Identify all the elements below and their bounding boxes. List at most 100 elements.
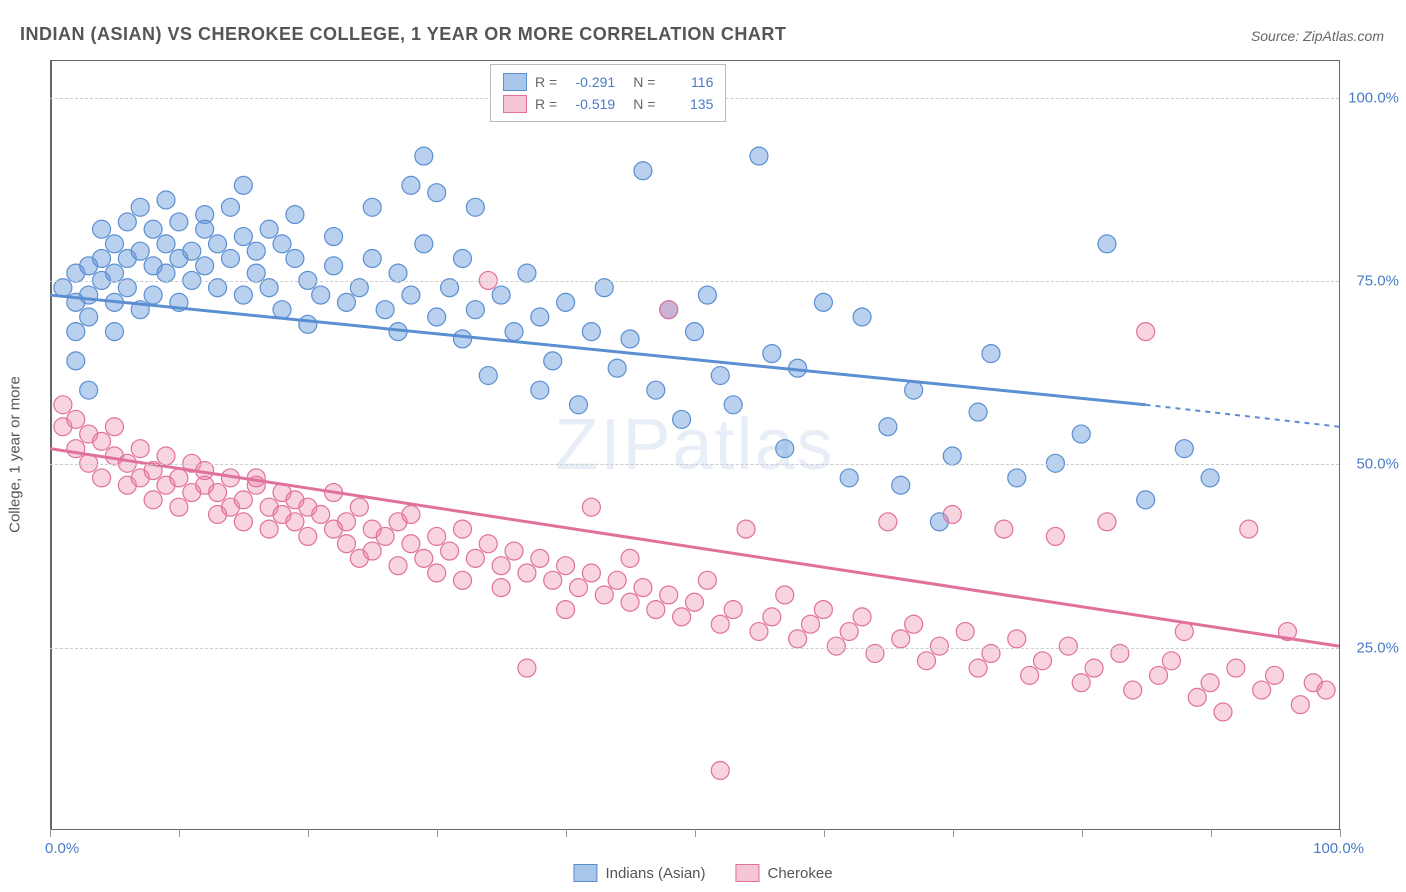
scatter-point [918, 652, 936, 670]
legend-item-0: Indians (Asian) [573, 864, 705, 882]
x-axis-max-label: 100.0% [1313, 840, 1364, 857]
scatter-point [402, 535, 420, 553]
n-value-1: 135 [663, 96, 713, 112]
scatter-point [1008, 630, 1026, 648]
x-tick [1082, 829, 1083, 837]
scatter-point [1072, 425, 1090, 443]
scatter-point [118, 213, 136, 231]
scatter-point [466, 198, 484, 216]
scatter-point [479, 367, 497, 385]
scatter-point [183, 242, 201, 260]
scatter-point [698, 286, 716, 304]
swatch-bottom-0 [573, 864, 597, 882]
series-name-1: Cherokee [768, 865, 833, 882]
legend-item-1: Cherokee [736, 864, 833, 882]
x-tick [179, 829, 180, 837]
scatter-point [1201, 469, 1219, 487]
n-label: N = [633, 74, 655, 90]
scatter-point [995, 520, 1013, 538]
scatter-point [969, 659, 987, 677]
scatter-point [441, 542, 459, 560]
scatter-point [505, 542, 523, 560]
scatter-point [67, 352, 85, 370]
scatter-point [660, 586, 678, 604]
scatter-point [582, 564, 600, 582]
scatter-point [969, 403, 987, 421]
scatter-point [673, 410, 691, 428]
scatter-point [234, 491, 252, 509]
swatch-bottom-1 [736, 864, 760, 882]
scatter-point [144, 286, 162, 304]
r-label: R = [535, 96, 557, 112]
scatter-point [325, 228, 343, 246]
scatter-point [544, 571, 562, 589]
scatter-point [428, 184, 446, 202]
scatter-point [466, 301, 484, 319]
scatter-point [634, 162, 652, 180]
scatter-point [582, 498, 600, 516]
scatter-point [853, 308, 871, 326]
scatter-point [209, 235, 227, 253]
scatter-point [1008, 469, 1026, 487]
x-tick [50, 829, 51, 837]
scatter-point [879, 418, 897, 436]
scatter-point [247, 242, 265, 260]
x-tick [824, 829, 825, 837]
scatter-point [776, 440, 794, 458]
scatter-point [131, 198, 149, 216]
scatter-point [518, 564, 536, 582]
scatter-point [144, 491, 162, 509]
scatter-point [363, 250, 381, 268]
n-value-0: 116 [663, 74, 713, 90]
scatter-point [402, 506, 420, 524]
scatter-point [105, 323, 123, 341]
gridline [50, 281, 1339, 282]
scatter-point [118, 454, 136, 472]
scatter-point [196, 257, 214, 275]
scatter-point [389, 557, 407, 575]
scatter-point [93, 469, 111, 487]
scatter-point [453, 250, 471, 268]
scatter-point [557, 601, 575, 619]
scatter-point [879, 513, 897, 531]
y-axis-label: 75.0% [1356, 273, 1399, 290]
scatter-point [286, 513, 304, 531]
gridline [50, 648, 1339, 649]
x-tick [695, 829, 696, 837]
gridline [50, 464, 1339, 465]
scatter-point [131, 242, 149, 260]
scatter-svg [50, 61, 1339, 829]
scatter-point [595, 586, 613, 604]
scatter-point [157, 264, 175, 282]
scatter-point [621, 549, 639, 567]
scatter-point [930, 637, 948, 655]
scatter-point [402, 286, 420, 304]
scatter-point [840, 469, 858, 487]
y-axis-label: 25.0% [1356, 639, 1399, 656]
scatter-point [312, 506, 330, 524]
scatter-point [853, 608, 871, 626]
scatter-point [943, 506, 961, 524]
correlation-legend: R = -0.291 N = 116 R = -0.519 N = 135 [490, 64, 726, 122]
scatter-point [711, 615, 729, 633]
source-attribution: Source: ZipAtlas.com [1251, 28, 1384, 44]
scatter-point [234, 176, 252, 194]
y-axis-label: 100.0% [1348, 89, 1399, 106]
scatter-point [105, 264, 123, 282]
scatter-point [299, 315, 317, 333]
scatter-point [157, 191, 175, 209]
scatter-point [814, 601, 832, 619]
trend-line [50, 449, 1339, 646]
scatter-point [260, 520, 278, 538]
scatter-point [905, 615, 923, 633]
r-label: R = [535, 74, 557, 90]
scatter-point [518, 659, 536, 677]
scatter-point [814, 293, 832, 311]
scatter-point [221, 198, 239, 216]
x-tick [1340, 829, 1341, 837]
scatter-point [93, 220, 111, 238]
scatter-point [776, 586, 794, 604]
scatter-point [105, 418, 123, 436]
plot-area: ZIPatlas 25.0%50.0%75.0%100.0% 0.0% 100.… [50, 60, 1340, 830]
scatter-point [660, 301, 678, 319]
